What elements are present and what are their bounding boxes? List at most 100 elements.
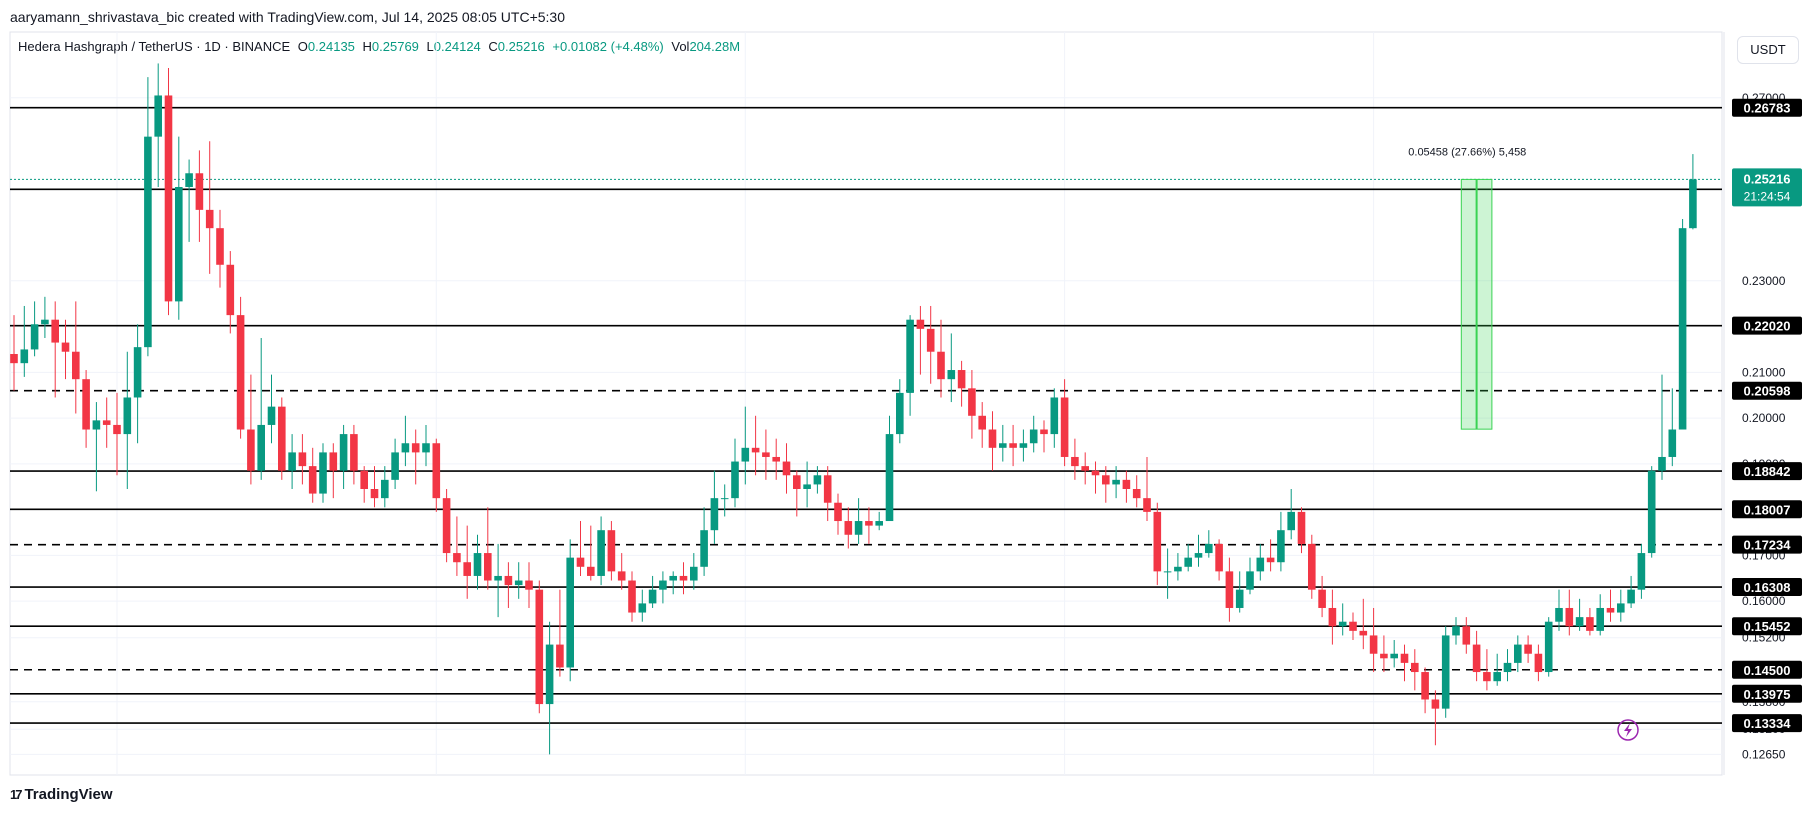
candle-body (793, 475, 801, 490)
candle-body (988, 429, 997, 448)
candle-countdown-label: 21:24:54 (1744, 189, 1791, 203)
candle-body (968, 388, 976, 416)
level-label: 0.14500 (1744, 663, 1791, 678)
candle-body (1040, 429, 1048, 435)
candle-body (1668, 429, 1677, 457)
candle-body (1411, 662, 1419, 673)
price-tick-label: 0.12650 (1742, 747, 1786, 761)
price-tick-label: 0.23000 (1742, 274, 1786, 288)
candle-body (185, 173, 193, 187)
brand-label: TradingView (24, 786, 113, 803)
candle-body (731, 461, 739, 499)
candle-body (1503, 662, 1512, 673)
candle-body (1596, 607, 1604, 631)
candle-body (41, 319, 49, 325)
candle-body (865, 521, 873, 526)
candle-body (1132, 489, 1141, 499)
candle-body (360, 470, 368, 490)
candle-body (1369, 635, 1378, 654)
candle-body (247, 429, 255, 471)
symbol-name[interactable]: Hedera Hashgraph / TetherUS · 1D · BINAN… (18, 39, 291, 54)
candle-body (350, 434, 358, 471)
level-label: 0.20598 (1744, 384, 1791, 399)
candle-body (1287, 511, 1295, 531)
high-value: 0.25769 (371, 39, 419, 54)
level-label: 0.26783 (1744, 101, 1791, 116)
candle-body (1029, 429, 1038, 444)
candle-body (1246, 571, 1254, 590)
candle-body (875, 521, 883, 526)
candle-body (576, 557, 585, 567)
candle-body (164, 95, 173, 302)
candle-body (617, 571, 626, 581)
candle-body (463, 562, 471, 576)
measure-label: 0.05458 (27.66%) 5,458 (1408, 146, 1526, 158)
level-label: 0.13334 (1744, 716, 1792, 731)
candle-body (1565, 607, 1574, 627)
candle-body (113, 424, 121, 435)
candle-body (1297, 511, 1306, 544)
candle-body (1328, 607, 1337, 627)
candle-body (844, 521, 853, 535)
currency-button[interactable]: USDT (1737, 36, 1799, 64)
candle-body (1627, 589, 1635, 604)
candle-body (1390, 653, 1398, 659)
level-label-box (1732, 98, 1802, 117)
candle-body (257, 424, 265, 471)
candle-body (1102, 475, 1110, 485)
candle-body (298, 452, 307, 467)
candle-body (1235, 589, 1244, 608)
candle-body (587, 566, 595, 576)
level-label-box (1732, 500, 1802, 519)
candle-body (782, 461, 791, 476)
level-label: 0.17234 (1744, 538, 1792, 553)
price-tick-label: 0.16000 (1742, 594, 1786, 608)
level-label-box (1732, 578, 1802, 597)
candle-body (1060, 397, 1069, 457)
price-tick-label: 0.20000 (1742, 411, 1786, 425)
candle-body (885, 434, 894, 522)
candle-body (1637, 553, 1646, 590)
overlays: 0.05458 (27.66%) 5,458 (1408, 146, 1639, 741)
candle-body (834, 502, 842, 522)
candle-body (638, 603, 647, 613)
candle-body (1617, 603, 1625, 613)
candle-body (1194, 553, 1203, 558)
candle-body (473, 553, 482, 576)
candle-body (720, 498, 729, 500)
candle-body (1205, 543, 1213, 554)
open-value: 0.24135 (307, 39, 355, 54)
candle-body (514, 580, 523, 586)
price-axis: 0.270000.230000.210000.200000.190000.170… (1732, 91, 1802, 761)
candle-body (10, 354, 18, 364)
candle-body (772, 456, 780, 462)
candle-body (803, 484, 811, 490)
candle-body (1647, 470, 1656, 554)
low-label: L (426, 39, 434, 54)
close-label: C (488, 39, 498, 54)
candle-body (278, 406, 286, 471)
candle-body (1153, 511, 1162, 572)
candle-body (566, 557, 574, 668)
candle-body (339, 434, 348, 471)
candle-body (823, 475, 832, 503)
close-value: 0.25216 (497, 39, 545, 54)
candle-body (659, 580, 667, 590)
candle-body (1575, 617, 1584, 627)
tradingview-logo[interactable]: 17 TradingView (10, 786, 113, 803)
candle-body (1143, 498, 1151, 512)
candle-body (1555, 607, 1563, 622)
candle-body (1050, 397, 1059, 435)
level-label: 0.18842 (1744, 464, 1791, 479)
candle-body (710, 498, 719, 531)
candle-body (648, 589, 657, 604)
candle-body (1071, 456, 1079, 467)
candle-body (92, 420, 101, 430)
candle-body (381, 479, 389, 499)
candle-body (1112, 479, 1120, 485)
candle-body (205, 209, 214, 229)
candlestick-chart[interactable]: 0.05458 (27.66%) 5,458 0.270000.230000.2… (0, 0, 1814, 780)
lightning-icon (1617, 719, 1639, 741)
candle-body (504, 575, 513, 586)
price-tick-label: 0.21000 (1742, 365, 1786, 379)
